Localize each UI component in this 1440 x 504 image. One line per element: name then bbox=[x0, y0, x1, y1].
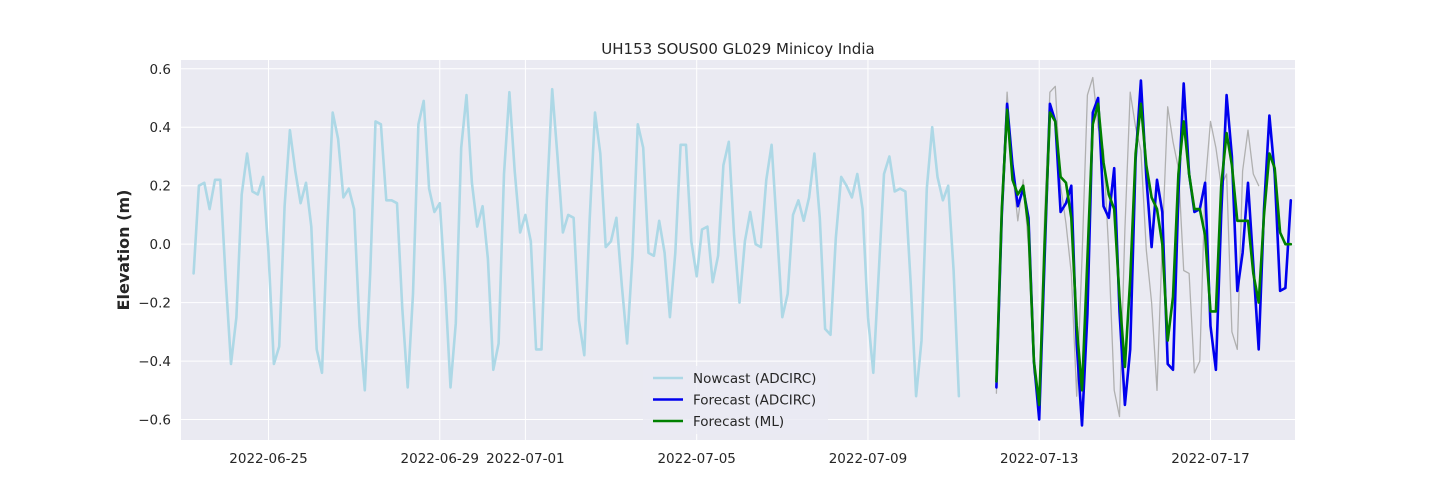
x-tick-label: 2022-07-05 bbox=[657, 451, 735, 467]
y-axis-label: Elevation (m) bbox=[114, 190, 133, 311]
y-tick-label: 0.4 bbox=[150, 120, 171, 136]
legend-label-forecast-ml: Forecast (ML) bbox=[693, 414, 784, 430]
y-tick-label: 0.2 bbox=[150, 179, 171, 195]
legend-box bbox=[643, 366, 828, 434]
y-tick-label: 0.6 bbox=[150, 62, 171, 78]
x-tick-label: 2022-07-13 bbox=[1000, 451, 1078, 467]
x-tick-labels: 2022-06-25 2022-06-29 2022-07-01 2022-07-05… bbox=[229, 451, 1249, 467]
legend-label-nowcast-adcirc: Nowcast (ADCIRC) bbox=[693, 371, 816, 387]
y-tick-label: 0.0 bbox=[150, 237, 171, 253]
x-tick-label: 2022-06-25 bbox=[229, 451, 307, 467]
legend: Nowcast (ADCIRC) Forecast (ADCIRC) Forecas… bbox=[643, 366, 828, 434]
y-tick-label: −0.6 bbox=[138, 413, 171, 429]
series-line-forecast-ml bbox=[995, 102, 1293, 407]
chart-title: UH153 SOUS00 GL029 Minicoy India bbox=[601, 40, 874, 58]
y-tick-label: −0.2 bbox=[138, 296, 171, 312]
series-line-nowcast-adcirc bbox=[192, 87, 961, 398]
y-tick-label: −0.4 bbox=[138, 354, 171, 370]
x-tick-label: 2022-06-29 bbox=[401, 451, 479, 467]
x-tick-label: 2022-07-01 bbox=[486, 451, 564, 467]
series-lines bbox=[192, 76, 1293, 427]
x-tick-label: 2022-07-17 bbox=[1171, 451, 1249, 467]
x-tick-label: 2022-07-09 bbox=[829, 451, 907, 467]
legend-label-forecast-adcirc: Forecast (ADCIRC) bbox=[693, 393, 816, 409]
y-tick-labels: −0.6 −0.4 −0.2 0.0 0.2 0.4 0.6 bbox=[138, 62, 171, 429]
